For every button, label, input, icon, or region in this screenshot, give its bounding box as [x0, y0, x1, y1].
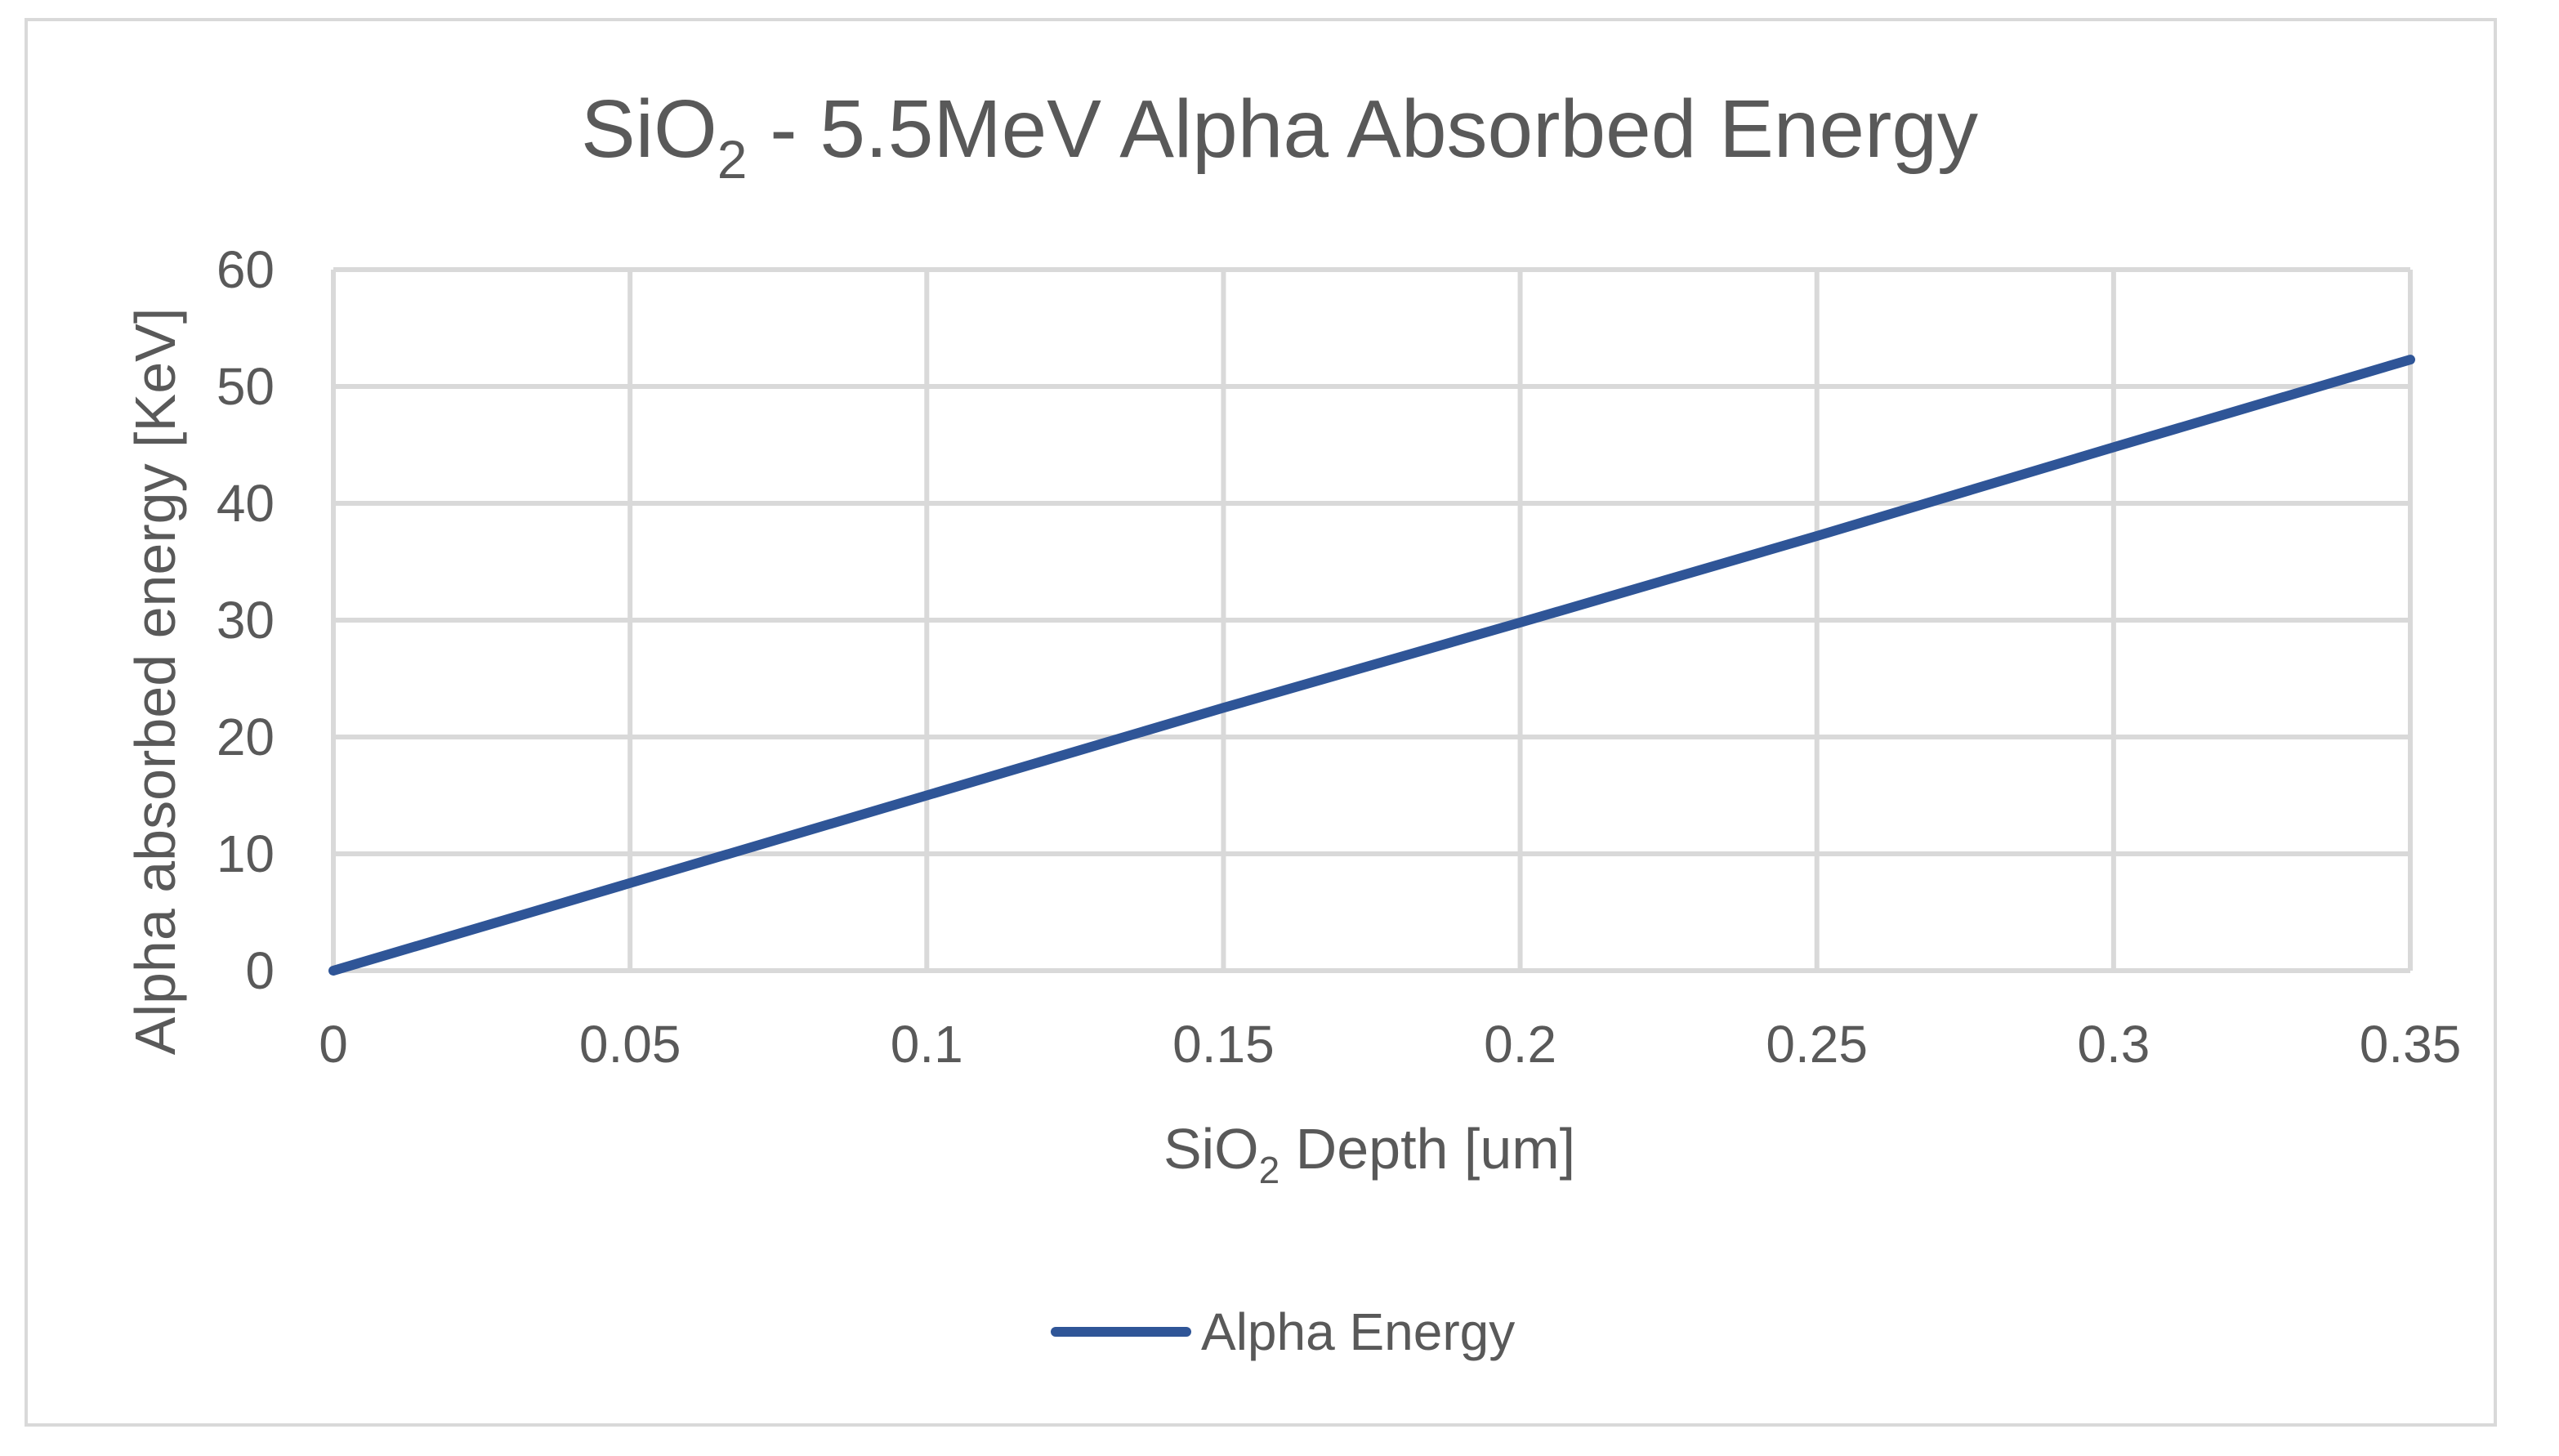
- y-tick-label-5: 50: [217, 357, 275, 416]
- legend: Alpha Energy: [1051, 1302, 1515, 1361]
- y-tick-label-3: 30: [217, 591, 275, 650]
- x-axis-title-rest: Depth [um]: [1280, 1117, 1575, 1181]
- chart-title-subscript: 2: [717, 129, 748, 190]
- y-tick-label-2: 20: [217, 708, 275, 766]
- x-tick-label-6: 0.3: [2077, 1015, 2150, 1074]
- chart-frame: [25, 18, 2497, 1427]
- y-tick-label-1: 10: [217, 824, 275, 883]
- x-tick-label-3: 0.15: [1172, 1015, 1275, 1074]
- x-axis-title-main: SiO: [1163, 1117, 1259, 1181]
- series-line-0: [328, 355, 2415, 976]
- x-axis-tick-labels: 0 0.05 0.1 0.15 0.2 0.25 0.3 0.35: [319, 1015, 2461, 1074]
- chart-title: SiO2 - 5.5MeV Alpha Absorbed Energy: [581, 83, 1978, 190]
- y-tick-label-4: 40: [217, 474, 275, 533]
- x-tick-label-1: 0.05: [579, 1015, 681, 1074]
- x-axis-title-subscript: 2: [1259, 1149, 1280, 1191]
- series-layer: [328, 355, 2415, 976]
- x-tick-label-5: 0.25: [1766, 1015, 1868, 1074]
- y-axis-title: Alpha absorbed energy [KeV]: [123, 308, 187, 1056]
- chart-title-main: SiO: [581, 83, 717, 175]
- gridlines: [331, 267, 2413, 973]
- x-tick-label-7: 0.35: [2360, 1015, 2462, 1074]
- legend-label-alpha-energy: Alpha Energy: [1201, 1302, 1515, 1361]
- chart-title-rest: - 5.5MeV Alpha Absorbed Energy: [747, 83, 1978, 175]
- x-tick-label-2: 0.1: [891, 1015, 963, 1074]
- y-tick-label-0: 0: [245, 941, 275, 1000]
- y-axis-tick-labels: 0 10 20 30 40 50 60: [217, 240, 275, 1000]
- x-tick-label-0: 0: [319, 1015, 348, 1074]
- y-tick-label-6: 60: [217, 240, 275, 299]
- x-tick-label-4: 0.2: [1484, 1015, 1556, 1074]
- x-axis-title: SiO2 Depth [um]: [1163, 1117, 1575, 1191]
